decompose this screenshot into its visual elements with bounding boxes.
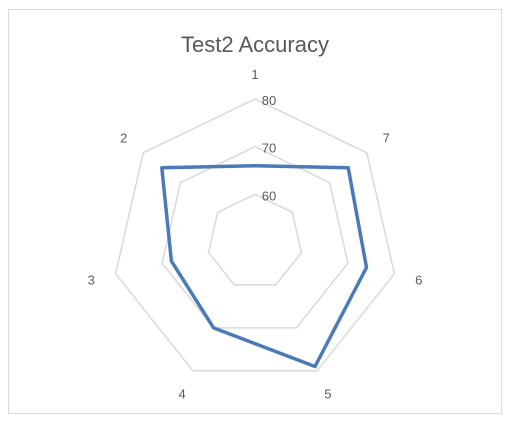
series-layer xyxy=(160,163,369,369)
tick-layer: 60 70 80 xyxy=(262,93,276,203)
grid-ring-60 xyxy=(207,193,303,286)
series-line-0 xyxy=(160,163,369,369)
category-label-6: 6 xyxy=(415,272,422,287)
tick-label-80: 80 xyxy=(262,93,276,108)
category-label-1: 1 xyxy=(251,67,258,82)
tick-label-70: 70 xyxy=(262,141,276,156)
chart-title: Test2 Accuracy xyxy=(181,32,329,57)
chart-frame xyxy=(8,9,502,414)
grid-ring-70 xyxy=(161,145,349,329)
category-label-2: 2 xyxy=(120,130,127,145)
category-label-4: 4 xyxy=(178,386,185,401)
category-label-7: 7 xyxy=(383,130,390,145)
category-label-layer: 1 2 3 4 5 6 7 xyxy=(88,67,423,401)
category-label-3: 3 xyxy=(88,272,95,287)
tick-label-60: 60 xyxy=(262,188,276,203)
grid-ring-80 xyxy=(114,98,396,372)
grid-layer xyxy=(114,98,396,372)
category-label-5: 5 xyxy=(324,386,331,401)
